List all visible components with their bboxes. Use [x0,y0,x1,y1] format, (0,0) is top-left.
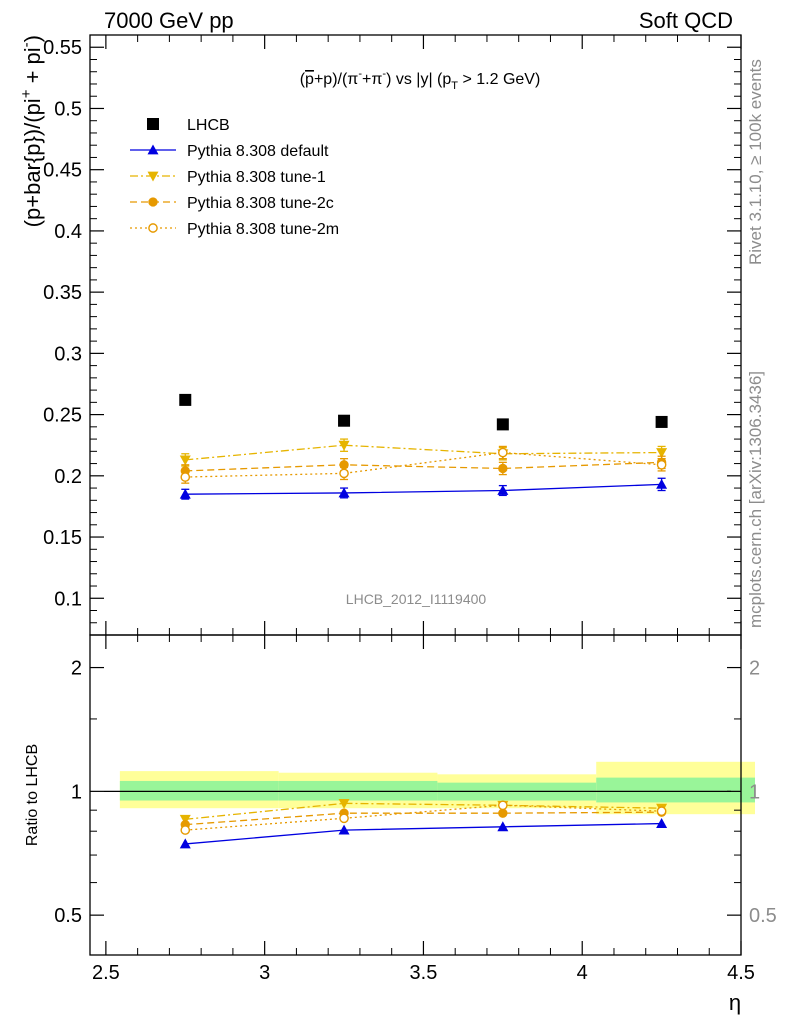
data-point-circle-open [656,459,667,470]
ratio-series-line [185,822,662,845]
x-tick-label: 4.5 [727,962,755,984]
series-line [185,483,662,495]
y-tick-label: 0.1 [54,588,82,610]
ratio-panel: 0.5 0.5 1 1 2 2 2.5 3 3.5 4 4.5 Ratio to LHCB η [24,634,777,1015]
legend-entry: Pythia 8.308 tune-2m [130,221,339,238]
rivet-version-label: Rivet 3.1.10, ≥ 100k events [746,59,765,265]
data-point-circle [498,808,508,818]
y-tick-label: 0.5 [54,98,82,120]
data-point-triangle-up [656,818,668,828]
data-point-square [179,393,192,406]
data-point-circle-open [180,825,191,835]
legend-label: Pythia 8.308 tune-2c [187,195,334,212]
series-pythia-8-308-tune-2c [180,455,667,478]
y-tick-label: 0.2 [54,466,82,488]
legend-entry: LHCB [147,117,230,134]
data-point-triangle-up [338,487,350,498]
data-point-triangle-down [179,814,191,825]
y-tick-label: 0.35 [43,282,82,304]
legend-entry: Pythia 8.308 tune-2c [130,195,334,212]
data-point-circle [148,197,158,207]
series-lhcb [179,393,668,431]
x-tick-label: 3 [259,962,270,984]
y-tick-label: 0.55 [43,37,82,59]
data-point-circle-open [339,813,349,824]
series-pythia-8-308-tune-1 [179,438,668,467]
data-point-triangle-up [179,838,191,849]
ratio-y-tick-label: 1 [71,781,82,803]
data-point-square [338,414,351,427]
data-point-square [496,418,509,431]
data-point-triangle-up [497,485,509,495]
data-point-circle-open [180,472,191,482]
main-title: (p+p)/(π-+π-) vs |y| (pT > 1.2 GeV) [300,68,541,92]
y-tick-label: 0.45 [43,160,82,182]
ratio-y-tick-label: 2 [71,658,82,680]
data-point-triangle-up [179,488,191,499]
ratio-series-pythia-8-308-tune-2m [180,800,667,835]
data-point-triangle-up [338,824,350,835]
main-panel: 0.1 0.15 0.2 0.25 0.3 0.35 0.4 0.45 0.5 0.55 (p+p… [18,34,742,636]
data-point-triangle-up [497,821,509,832]
y-tick-label: 0.15 [43,527,82,549]
y-tick-label: 0.4 [54,221,82,243]
data-point-triangle-up [656,478,668,489]
y-tick-label: 0.3 [54,343,82,365]
legend-label: Pythia 8.308 tune-2m [187,221,339,238]
uncertainty-band-green [596,777,755,803]
header-energy-label: 7000 GeV pp [104,8,234,33]
data-point-triangle-down [338,798,350,809]
data-point-triangle-down [179,455,191,466]
data-point-triangle-up [147,144,159,155]
data-point-circle-open [498,800,508,811]
data-point-circle-open [498,447,508,458]
data-point-square [147,118,159,130]
legend-label: Pythia 8.308 tune-1 [187,169,326,186]
ratio-series-pythia-8-308-default [179,818,668,849]
x-tick-label: 2.5 [92,962,120,984]
ratio-plot-frame [89,634,742,956]
analysis-id-label: LHCB_2012_I1119400 [346,591,487,607]
mcplots-label: mcplots.cern.ch [arXiv:1306.3436] [746,371,765,628]
header-category-label: Soft QCD [639,8,733,33]
ratio-series-pythia-8-308-tune-2c [180,807,667,830]
data-point-circle [498,463,508,474]
ratio-y-tick-label: 0.5 [54,905,82,927]
data-point-triangle-down [656,448,668,459]
main-y-axis-label: (p+bar{p})/(pi+ + pi-) [18,35,45,227]
y-tick-label: 0.25 [43,405,82,427]
ratio-y-tick-label-right: 1 [749,781,760,803]
data-point-triangle-down [338,440,350,451]
legend-entry: Pythia 8.308 default [130,143,329,160]
ratio-series-line [185,804,662,831]
series-line [185,461,662,472]
data-point-circle-open [339,468,349,479]
series-line [185,451,662,478]
data-point-circle-open [656,806,667,816]
uncertainty-band-green [119,780,279,801]
legend: LHCB Pythia 8.308 default Pythia 8.308 tun… [130,117,339,238]
series-pythia-8-308-default [179,477,668,500]
legend-label: Pythia 8.308 default [187,143,329,160]
legend-label: LHCB [187,117,230,134]
series-line [185,444,662,461]
x-tick-label: 4 [577,962,588,984]
ratio-y-axis-label: Ratio to LHCB [24,744,41,846]
legend-entry: Pythia 8.308 tune-1 [130,169,326,186]
x-tick-label: 3.5 [410,962,438,984]
x-axis-label: η [729,990,741,1015]
ratio-y-tick-label-right: 2 [749,658,760,680]
data-point-triangle-down [147,171,159,182]
uncertainty-band-green [278,780,438,801]
series-pythia-8-308-tune-2m [180,445,667,484]
data-point-square [655,415,668,428]
ratio-series-line [185,811,662,826]
data-point-circle-open [148,223,158,233]
ratio-y-tick-label-right: 0.5 [749,905,777,927]
